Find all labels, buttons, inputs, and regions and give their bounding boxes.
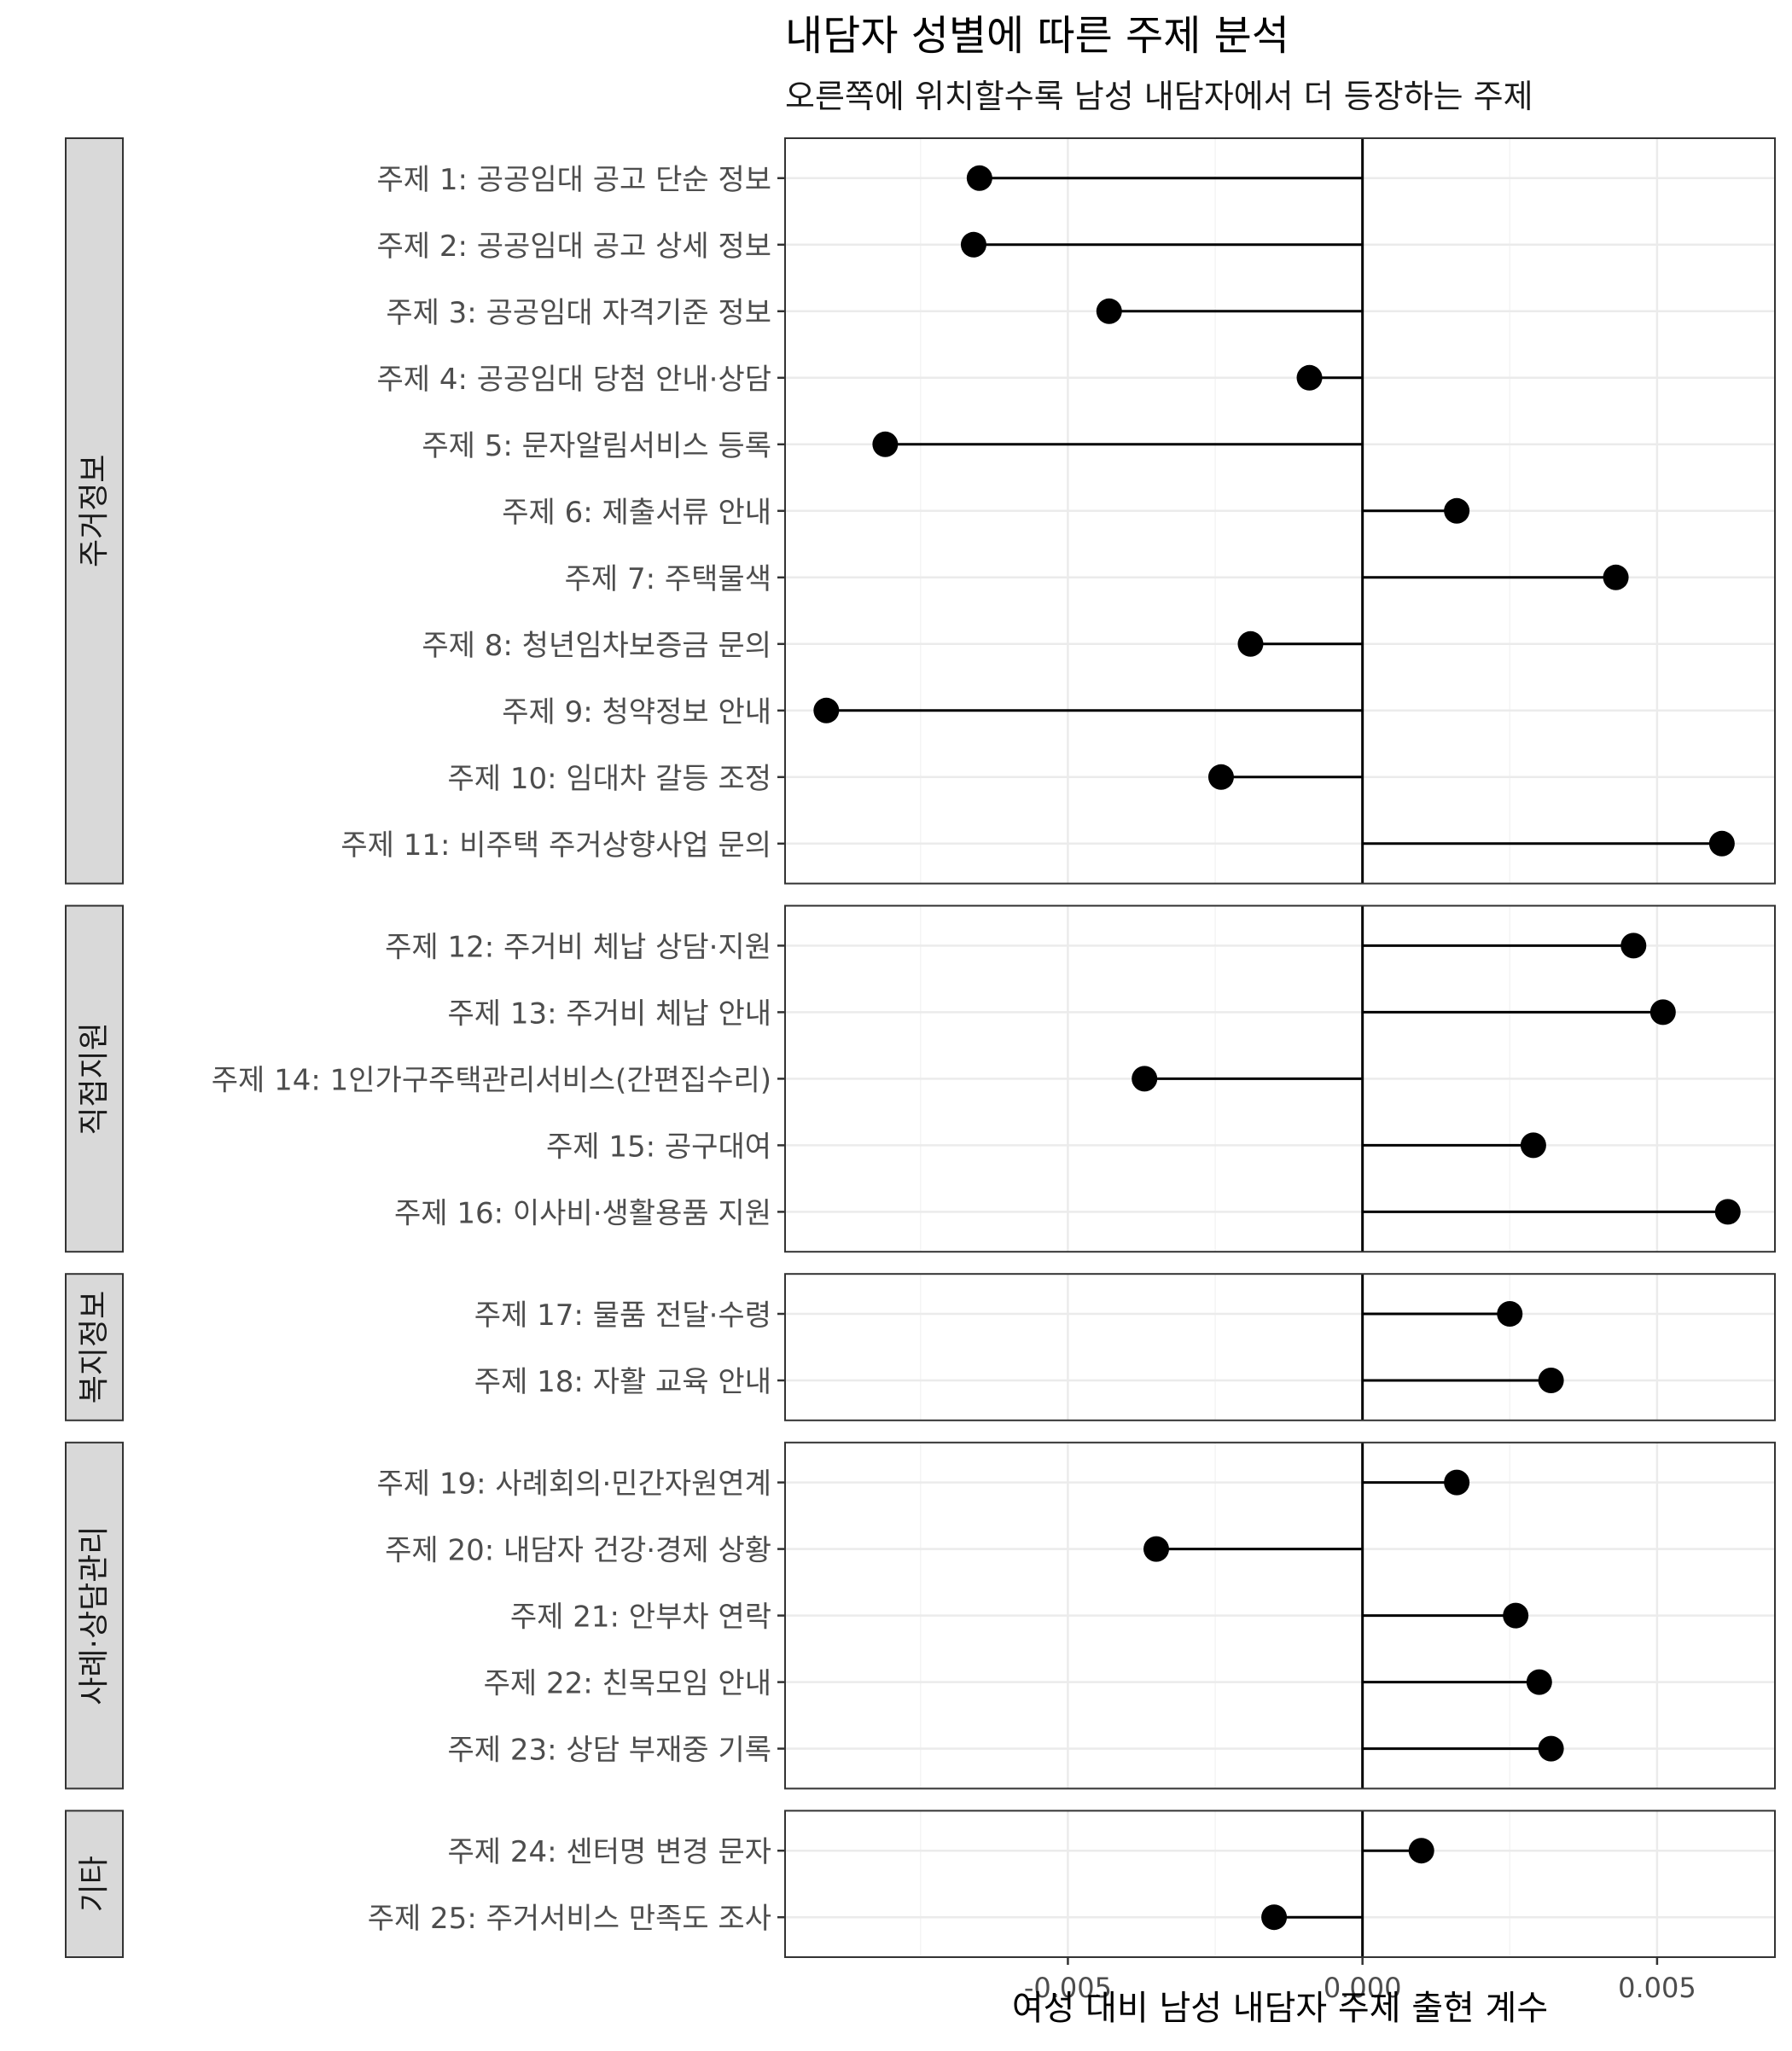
lollipop-point [1620,933,1647,959]
lollipop-point [1714,1199,1741,1225]
y-tick-label: 주제 11: 비주택 주거상향사업 문의 [340,828,771,863]
y-tick-label: 주제 20: 내담자 건강·경제 상황 [385,1534,771,1568]
facet-strip [65,137,124,885]
facet-strip-label: 사례·상담관리 [77,1526,112,1705]
panel-background [785,1274,1775,1421]
y-tick-label: 주제 8: 청년임차보증금 문의 [422,629,771,663]
facet-strip [65,1441,124,1790]
facet-strip-label: 직접지원 [77,1022,112,1135]
x-tick-label: 0.000 [1324,1972,1402,2004]
facet-strip [65,1810,124,1958]
y-tick-label: 주제 1: 공공임대 공고 단순 정보 [377,163,771,197]
y-tick-label: 주제 15: 공구대여 [546,1130,771,1164]
y-tick-label: 주제 10: 임대차 갈등 조정 [448,762,771,796]
facet-strip [65,904,124,1253]
lollipop-point [1132,1066,1158,1092]
lollipop-point [1096,298,1122,324]
y-tick-label: 주제 6: 제출서류 안내 [502,496,771,530]
x-axis: -0.005 0.000 0.005 [1024,1957,1696,2004]
lollipop-point [1296,364,1323,391]
lollipop-point [1708,830,1735,857]
lollipop-point [1261,1904,1288,1931]
panel-background [785,1810,1775,1957]
y-tick-label: 주제 23: 상담 부재중 기록 [448,1734,771,1768]
lollipop-point [1237,630,1264,657]
chart-title: 내담자 성별에 따른 주제 분석 [785,12,1289,60]
chart-subtitle: 오른쪽에 위치할수록 남성 내담자에서 더 등장하는 주제 [785,78,1533,115]
lollipop-point [1538,1368,1564,1393]
y-tick-label: 주제 7: 주택물색 [565,562,771,596]
lollipop-point [813,697,840,723]
lollipop-point [1526,1669,1552,1695]
lollipop-point [1143,1536,1169,1562]
y-tick-label: 주제 2: 공공임대 공고 상세 정보 [377,230,771,264]
lollipop-point [1603,564,1629,590]
y-tick-label: 주제 22: 친목모임 안내 [484,1667,771,1701]
y-tick-label: 주제 25: 주거서비스 만족도 조사 [368,1902,771,1936]
y-tick-label: 주제 9: 청약정보 안내 [502,695,771,729]
panel-border [784,904,1776,1253]
y-tick-label: 주제 14: 1인가구주택관리서비스(간편집수리) [212,1063,771,1097]
y-tick-label: 주제 13: 주거비 체납 안내 [448,996,771,1031]
facet-strip [65,1273,124,1421]
y-tick-label: 주제 16: 이사비·생활용품 지원 [394,1196,771,1230]
lollipop-point [1207,764,1234,790]
y-tick-label: 주제 4: 공공임대 당첨 안내·상담 [377,363,771,397]
lollipop-point [1538,1735,1564,1762]
lollipop-point [1408,1838,1434,1864]
lollipop-point [1503,1602,1529,1629]
y-tick-label: 주제 3: 공공임대 자격기준 정보 [386,296,771,330]
lollipop-point [1497,1301,1523,1327]
facet-strip-label: 복지정보 [77,1291,112,1403]
panel-border [784,137,1776,885]
lollipop-point [1649,999,1676,1026]
lollipop-point [1444,497,1470,524]
lollipop-point [960,231,986,258]
y-tick-label: 주제 18: 자활 교육 안내 [474,1365,771,1399]
lollipop-point [872,431,899,457]
lollipop-point [1444,1469,1470,1496]
facet-strip-label: 주거정보 [77,455,112,567]
panel-border [784,1441,1776,1790]
panel-border [784,1273,1776,1421]
x-tick-label: 0.005 [1618,1972,1696,2004]
y-tick-label: 주제 24: 센터명 변경 문자 [448,1835,771,1869]
x-axis-title: 여성 대비 남성 내담자 주제 출현 계수 [1012,1989,1548,2028]
lollipop-point [1520,1132,1546,1159]
x-tick-label: -0.005 [1024,1972,1112,2004]
panel-border [784,1810,1776,1958]
y-tick-label: 주제 21: 안부차 연락 [510,1601,771,1635]
lollipop-point [966,165,992,191]
y-tick-label: 주제 5: 문자알림서비스 등록 [422,429,771,463]
y-tick-label: 주제 19: 사례회의·민간자원연계 [376,1467,771,1502]
y-tick-label: 주제 12: 주거비 체납 상담·지원 [385,930,771,964]
y-tick-label: 주제 17: 물품 전달·수령 [474,1299,771,1333]
facet-strip-label: 기타 [77,1856,112,1912]
